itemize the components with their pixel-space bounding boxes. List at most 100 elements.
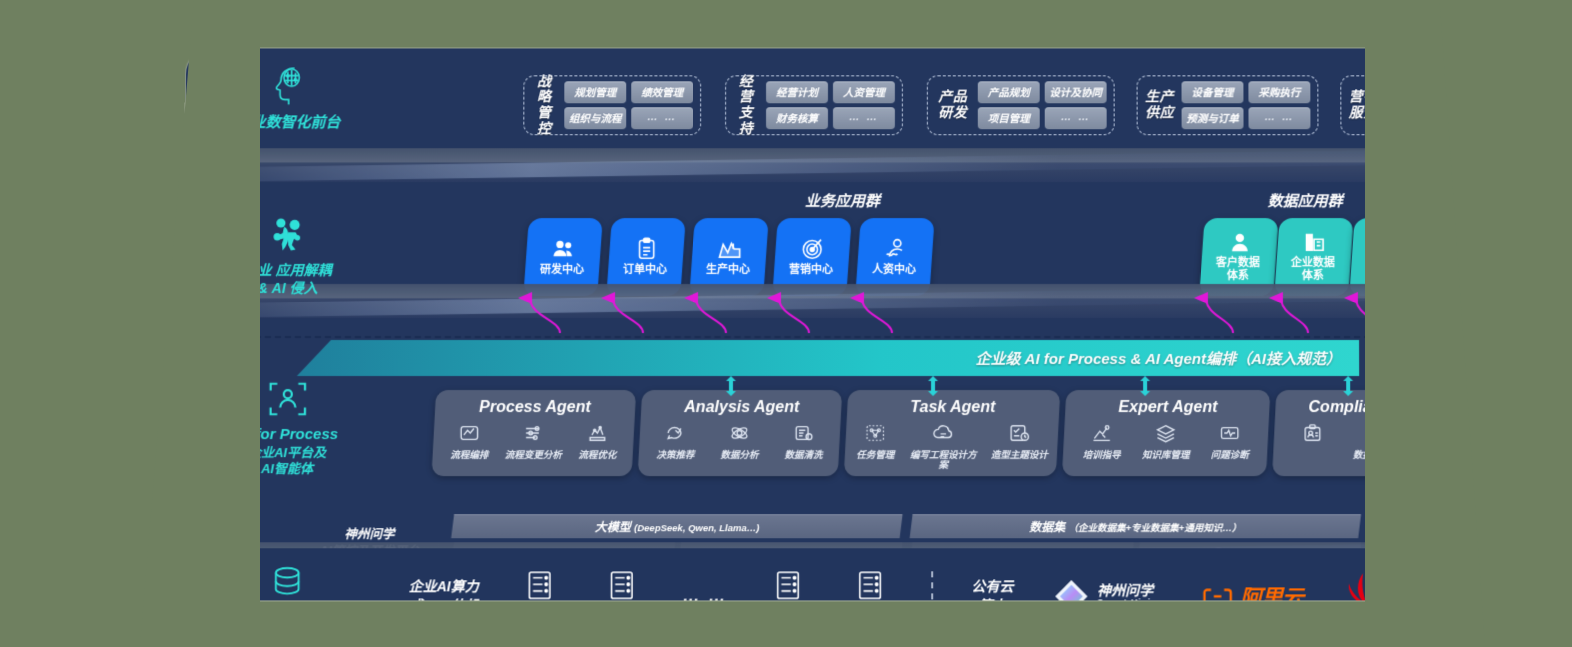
agent-feature[interactable]: [1283, 423, 1343, 472]
id-card-icon: [1303, 423, 1320, 441]
group-strategy[interactable]: 战略 管控 规划管理 绩效管理 组织与流程 … …: [523, 73, 702, 136]
left-mask: [140, 0, 260, 647]
brain-head-icon: [186, 62, 391, 108]
right-mask: [1365, 0, 1485, 647]
rail-front-office: 企业数智化前台: [186, 62, 391, 133]
app-card-production-center[interactable]: 生产中心: [689, 218, 769, 297]
arrow-down-up-icon: [925, 375, 941, 396]
task-node-icon: [865, 424, 884, 441]
agent-card-process[interactable]: Process Agent 流程编排 流程变更分析 流程优化: [431, 390, 637, 477]
agent-card-analysis[interactable]: Analysis Agent 决策推荐 数据分析 数据清洗: [637, 390, 843, 477]
agent-feature[interactable]: 编写工程设计方案: [907, 423, 979, 472]
checklist-clock-icon: [1009, 424, 1029, 441]
agent-feature[interactable]: 培训指导: [1072, 423, 1132, 461]
chip[interactable]: 产品规划: [977, 81, 1040, 104]
architecture-diagram: 企业数智化前台 战略 管控 规划管理 绩效管理 组织与流程 … … 经营 支持 经营…: [184, 48, 1431, 601]
dashed-divider: [184, 336, 1431, 339]
agent-feature[interactable]: 流程变更分析: [503, 423, 563, 461]
server-icon: [856, 570, 884, 600]
shenzhou-wenxue-logo[interactable]: 神州问学 Smart Vision: [1052, 577, 1164, 601]
card-label: 人资中心: [872, 264, 917, 277]
cluster-title-business: 业务应用群: [805, 193, 880, 211]
layers-icon: [1155, 424, 1175, 443]
app-card-rd-center[interactable]: 研发中心: [523, 218, 603, 297]
flow-chart-icon: [460, 425, 478, 440]
users-group-icon: [553, 240, 573, 257]
data-card-customer[interactable]: 客户数据 体系: [1199, 218, 1279, 297]
alicloud-logo[interactable]: 阿里云: [1203, 580, 1303, 601]
cloud-edit-icon: [932, 424, 952, 439]
agent-feature[interactable]: 任务管理: [847, 423, 903, 472]
agent-feature[interactable]: 造型主题设计: [983, 423, 1055, 472]
server-icon: [774, 570, 802, 600]
chip[interactable]: 设备管理: [1181, 81, 1244, 104]
chip[interactable]: … …: [631, 107, 694, 130]
settings-list-icon: [525, 425, 540, 440]
training-icon: [1092, 424, 1110, 441]
factory-icon: [718, 241, 741, 258]
group-product-rd[interactable]: 产品 研发 产品规划 设计及协同 项目管理 … …: [926, 75, 1115, 136]
agent-feature[interactable]: 数据清洗: [773, 423, 833, 461]
agent-feature[interactable]: 流程编排: [439, 423, 499, 461]
infra-node-datacenter-2[interactable]: 数据中心: [600, 570, 644, 600]
chip[interactable]: … …: [832, 107, 895, 130]
agent-feature[interactable]: 问题诊断: [1200, 423, 1260, 461]
data-card-enterprise[interactable]: 企业数据 体系: [1274, 218, 1354, 297]
clipboard-icon: [639, 237, 655, 260]
app-card-marketing-center[interactable]: 营销中心: [772, 218, 852, 297]
smart-vision-mark: [1055, 579, 1088, 601]
chip[interactable]: 项目管理: [977, 107, 1040, 130]
diagnose-icon: [1220, 426, 1238, 439]
atom-analysis-icon: [731, 427, 747, 439]
infra-node-ai-appliance-1[interactable]: AI一体机: [766, 570, 810, 600]
arrow-down-up-icon: [1340, 375, 1356, 396]
agent-card-expert[interactable]: Expert Agent 培训指导 知识库管理 问题诊断: [1061, 390, 1271, 477]
infra-public-cloud: 公有云算力: [971, 577, 1014, 600]
chip[interactable]: 规划管理: [564, 81, 627, 104]
cluster-title-data: 数据应用群: [1267, 193, 1343, 211]
building-icon: [1306, 233, 1325, 252]
chip[interactable]: 组织与流程: [564, 107, 627, 130]
target-icon: [802, 239, 822, 260]
group-production-supply[interactable]: 生产 供应 设备管理 采购执行 预测与订单 … …: [1136, 75, 1319, 136]
chip[interactable]: 财务核算: [766, 107, 828, 130]
chip[interactable]: … …: [1044, 107, 1107, 130]
optimize-icon: [589, 425, 605, 441]
app-card-hr-center[interactable]: 人资中心: [855, 218, 935, 297]
infra-divider: [931, 570, 934, 601]
chip[interactable]: 设计及协同: [1044, 81, 1107, 104]
chip[interactable]: 经营计划: [766, 81, 828, 104]
chip[interactable]: 人资管理: [832, 81, 895, 104]
card-label: 营销中心: [789, 264, 834, 277]
alicloud-mark: [1203, 586, 1233, 601]
arrow-down-up-icon: [1137, 375, 1153, 396]
agent-card-task[interactable]: Task Agent 任务管理 编写工程设计方案 造型主题设计: [843, 390, 1061, 477]
platform-bar-dataset[interactable]: 数据集 （企业数据集+专业数据集+通用知识…）: [909, 514, 1362, 539]
orchestration-banner: 企业级 AI for Process & AI Agent编排（AI接入规范）: [297, 340, 1359, 376]
agent-feature[interactable]: 知识库管理: [1136, 423, 1196, 461]
server-icon: [527, 570, 550, 599]
chip[interactable]: 采购执行: [1248, 81, 1311, 104]
person-chart-icon: [886, 239, 903, 257]
app-card-order-center[interactable]: 订单中心: [606, 218, 686, 297]
infra-enterprise-compute: 企业AI算力或AI一体机: [408, 577, 479, 600]
rail-subtitle: & AI 侵入: [257, 279, 318, 296]
agent-feature[interactable]: 决策推荐: [645, 423, 705, 461]
agent-feature[interactable]: 流程优化: [567, 423, 627, 461]
rail-app-decoupling: 企业 应用解耦 & AI 侵入: [185, 212, 390, 297]
platform-bar-llm[interactable]: 大模型 (DeepSeek, Qwen, Llama…): [451, 514, 903, 539]
group-operation-support[interactable]: 经营 支持 经营计划 人资管理 财务核算 … …: [725, 73, 903, 136]
layer-separator-1: [185, 148, 1430, 183]
agent-feature[interactable]: 数据分析: [709, 423, 769, 461]
chip[interactable]: 预测与订单: [1181, 107, 1244, 130]
user-avatar-icon: [1232, 233, 1249, 252]
infra-node-datacenter-1[interactable]: 数据中心: [517, 570, 561, 600]
layer-infrastructure: AI基础算力 企业AI算力或AI一体机 数据中心 数据中心 … … AI一体机: [184, 548, 1431, 601]
chip[interactable]: 绩效管理: [631, 81, 694, 104]
rail-ai-for-process: AI for Process 企业AI平台及 AI智能体: [184, 378, 389, 477]
card-label: 订单中心: [623, 264, 668, 277]
data-clean-icon: [795, 425, 813, 441]
layer-front-office: 企业数智化前台 战略 管控 规划管理 绩效管理 组织与流程 … … 经营 支持 经营…: [185, 48, 1431, 182]
infra-node-ai-appliance-2[interactable]: AI一体机: [848, 570, 892, 600]
chip[interactable]: … …: [1248, 107, 1311, 130]
